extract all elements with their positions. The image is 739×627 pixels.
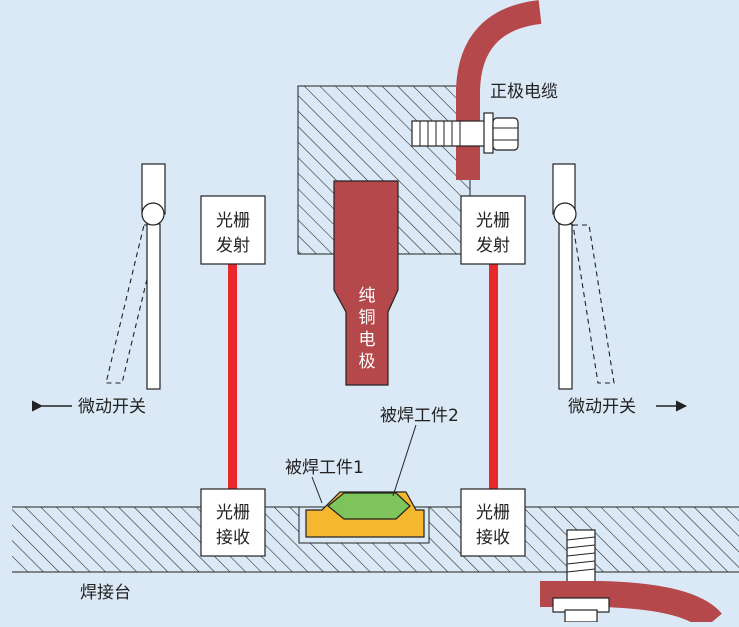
cable-lower	[540, 581, 722, 627]
electrode-label-4: 极	[359, 352, 376, 372]
welding-table-label: 焊接台	[80, 583, 131, 603]
bolt-icon	[411, 112, 519, 154]
workpiece-2-label: 被焊工件2	[380, 406, 459, 426]
electrode-label-3: 电	[359, 330, 376, 350]
micro-switch-left	[105, 163, 166, 390]
workpiece-2	[327, 492, 411, 520]
grating-emitter-right	[460, 195, 526, 265]
grating-receiver-right	[460, 488, 526, 557]
micro-switch-right	[552, 163, 615, 390]
grating-receiver-left	[200, 488, 266, 557]
grating-receiver-right-label-2: 接收	[476, 528, 510, 548]
positive-cable-label: 正极电缆	[490, 82, 558, 102]
grating-emitter-right-label-2: 发射	[476, 236, 510, 256]
micro-switch-right-label: 微动开关	[568, 397, 636, 417]
lower-bolt-head	[552, 597, 610, 623]
grating-beam-right	[489, 264, 498, 489]
grating-emitter-right-label-1: 光栅	[476, 211, 510, 231]
grating-beam-left	[228, 264, 237, 489]
workpiece-1-label: 被焊工件1	[285, 458, 364, 478]
grating-receiver-left-label-1: 光栅	[216, 503, 250, 523]
positive-cable-upper	[456, 0, 542, 180]
copper-electrode	[333, 180, 399, 386]
grating-left	[200, 195, 266, 557]
workpiece-2-leader	[392, 424, 417, 497]
grating-right	[460, 195, 526, 557]
grating-emitter-left-label-2: 发射	[216, 236, 250, 256]
electrode-label-2: 铜	[359, 308, 376, 328]
electrode-label-1: 纯	[359, 286, 376, 306]
grating-emitter-left	[200, 195, 266, 265]
micro-switch-left-label: 微动开关	[78, 397, 146, 417]
grating-receiver-right-label-1: 光栅	[476, 503, 510, 523]
grating-receiver-left-label-2: 接收	[216, 528, 250, 548]
grating-emitter-left-label-1: 光栅	[216, 211, 250, 231]
workpiece-1-leader	[311, 476, 323, 504]
